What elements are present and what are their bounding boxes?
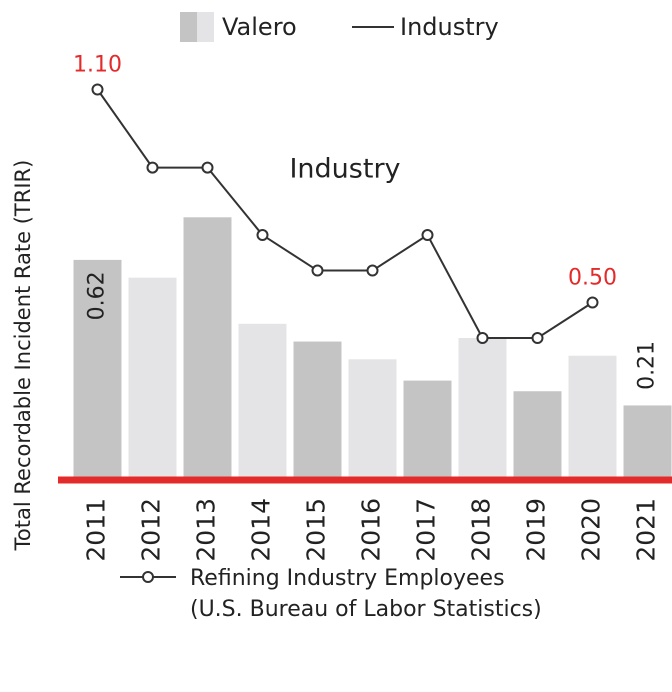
line-point — [586, 296, 599, 309]
line-point — [531, 332, 544, 344]
bar — [293, 341, 342, 480]
line-point — [146, 161, 159, 174]
bar — [568, 355, 617, 480]
bar — [183, 217, 232, 481]
bar — [623, 405, 672, 480]
line-point — [201, 161, 214, 174]
legend-label: Industry — [400, 13, 499, 41]
x-tick-label: 2020 — [577, 498, 606, 562]
line-point — [91, 83, 104, 96]
industry-line — [96, 88, 594, 339]
bar — [128, 277, 177, 480]
line-point — [311, 264, 324, 277]
legend-swatch — [180, 12, 197, 42]
bar-value-label: 0.21 — [635, 341, 660, 390]
legend-label: Valero — [222, 13, 297, 41]
line-point — [366, 264, 379, 277]
x-tick-label: 2013 — [192, 498, 221, 562]
x-tick-label: 2015 — [302, 498, 331, 562]
x-tick-label: 2016 — [357, 498, 386, 562]
legend-note: Refining Industry Employees — [190, 566, 505, 591]
x-tick-label: 2017 — [412, 498, 441, 562]
point-value-label: 0.50 — [568, 266, 617, 291]
bar — [238, 323, 287, 480]
y-axis-label: Total Recordable Incident Rate (TRIR) — [11, 160, 35, 552]
annotation: Industry — [289, 154, 400, 185]
x-tick-label: 2018 — [467, 498, 496, 562]
line-point — [476, 332, 489, 344]
bar — [403, 380, 452, 480]
x-tick-label: 2012 — [137, 498, 166, 562]
bar — [73, 259, 122, 480]
legend-swatch — [197, 12, 214, 42]
x-tick-label: 2021 — [632, 498, 661, 562]
point-value-label: 1.10 — [73, 53, 122, 78]
legend-note: (U.S. Bureau of Labor Statistics) — [190, 597, 542, 622]
x-tick-label: 2019 — [522, 498, 551, 562]
x-tick-label: 2011 — [82, 498, 111, 562]
bar — [458, 338, 507, 480]
bar-value-label: 0.62 — [85, 271, 110, 320]
line-point — [421, 229, 434, 242]
legend-marker — [142, 571, 154, 583]
bar — [513, 391, 562, 480]
line-point — [256, 229, 269, 242]
x-tick-label: 2014 — [247, 498, 276, 562]
bar — [348, 359, 397, 480]
